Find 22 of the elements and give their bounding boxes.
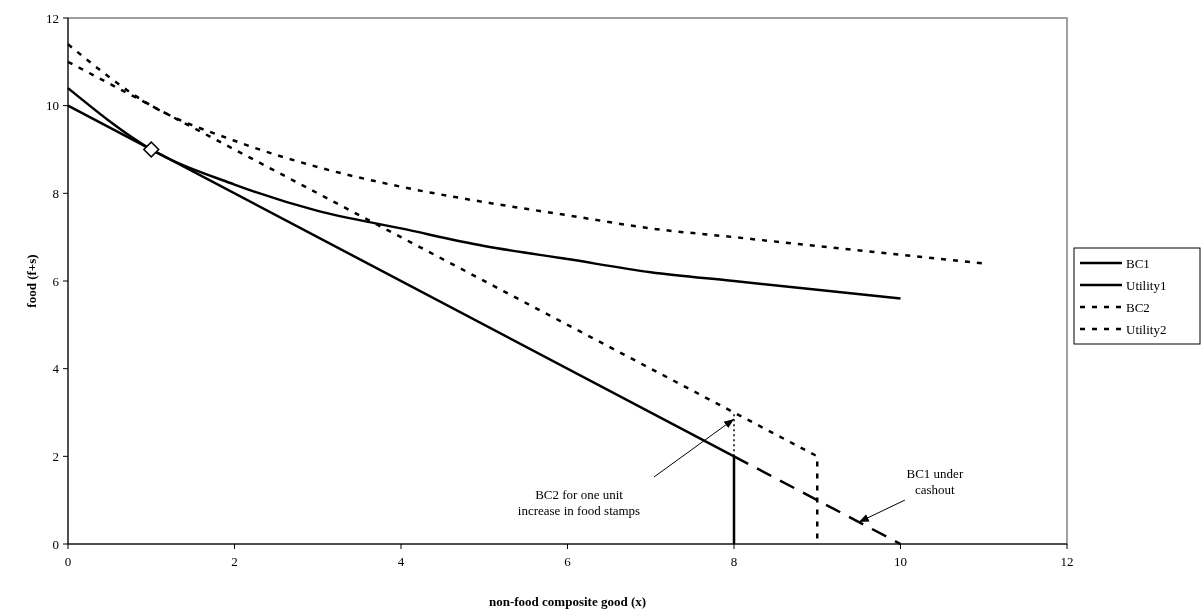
x-axis-title: non-food composite good (x) bbox=[488, 594, 647, 609]
y-tick-label: 2 bbox=[52, 448, 59, 464]
x-tick-label: 0 bbox=[64, 554, 72, 569]
x-tick-label: 10 bbox=[894, 554, 907, 569]
x-tick-label: 8 bbox=[730, 554, 738, 569]
y-tick-label: 10 bbox=[46, 98, 59, 114]
legend-label: Utility2 bbox=[1126, 321, 1167, 337]
legend-label: Utility1 bbox=[1126, 277, 1167, 293]
y-tick-label: 8 bbox=[52, 185, 59, 201]
annotation: BC1 under cashout bbox=[906, 466, 964, 498]
annotation: BC2 for one unit increase in food stamps bbox=[517, 487, 641, 518]
x-tick-label: 2 bbox=[231, 554, 238, 569]
legend-label: BC1 bbox=[1126, 255, 1150, 271]
y-axis-title: food (f+s) bbox=[24, 254, 39, 308]
y-tick-label: 4 bbox=[52, 361, 60, 377]
x-tick-label: 6 bbox=[564, 554, 572, 569]
y-tick-label: 6 bbox=[52, 273, 60, 289]
x-tick-label: 12 bbox=[1060, 554, 1074, 569]
legend-label: BC2 bbox=[1126, 299, 1150, 315]
y-tick-label: 12 bbox=[46, 10, 59, 26]
y-tick-label: 0 bbox=[52, 536, 59, 552]
x-tick-label: 4 bbox=[397, 554, 405, 569]
